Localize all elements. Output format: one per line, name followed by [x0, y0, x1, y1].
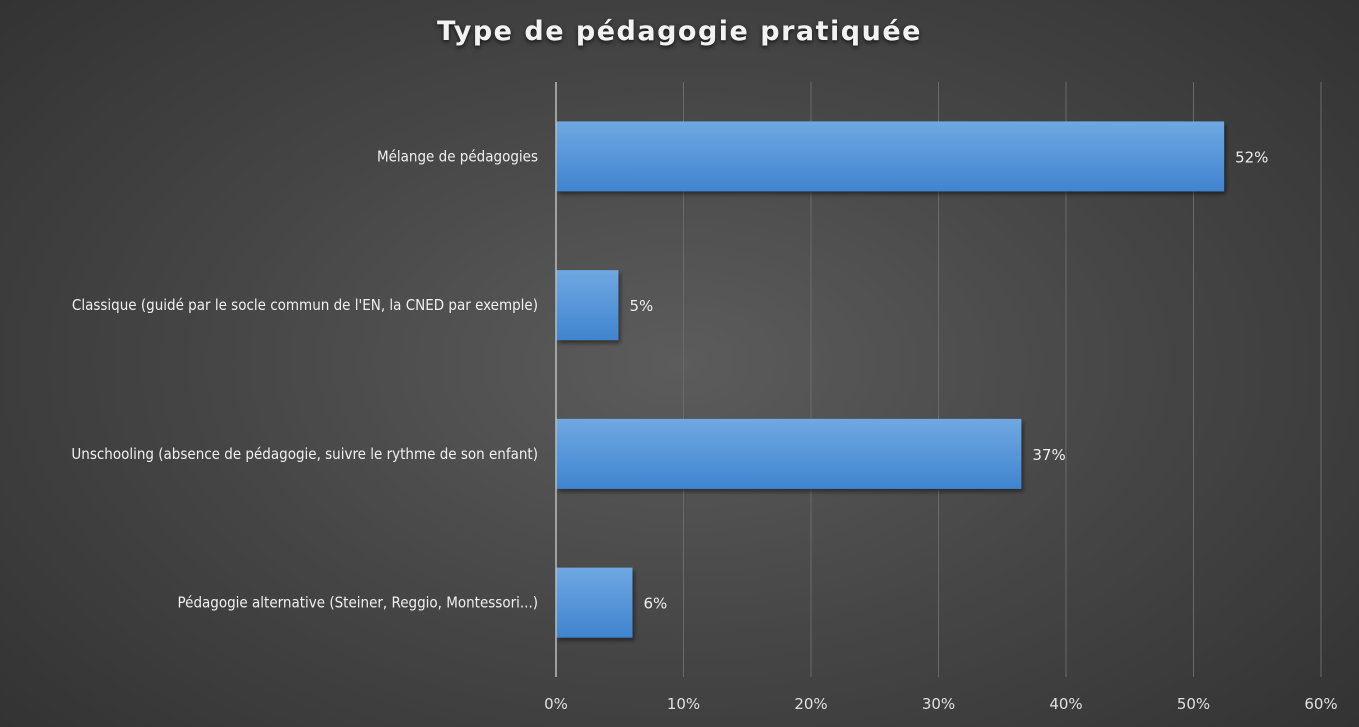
- bar-3: [556, 567, 633, 638]
- bars: [556, 121, 1225, 638]
- category-label-2: Unschooling (absence de pédagogie, suivr…: [71, 445, 538, 463]
- bar-2: [556, 418, 1022, 489]
- data-label-3: 6%: [644, 595, 668, 613]
- bar-0: [556, 121, 1225, 192]
- x-tick-label-30: 30%: [922, 695, 955, 713]
- labels: 0% 10% 20% 30% 40% 50% 60% Mélange de pédagogie…: [71, 147, 1337, 713]
- data-label-0: 52%: [1235, 148, 1268, 166]
- category-label-3: Pédagogie alternative (Steiner, Reggio, …: [178, 594, 538, 612]
- x-tick-label-10: 10%: [667, 695, 700, 713]
- x-tick-label-50: 50%: [1177, 695, 1210, 713]
- category-label-0: Mélange de pédagogies: [377, 147, 538, 165]
- x-tick-label-0: 0%: [544, 695, 568, 713]
- category-label-1: Classique (guidé par le socle commun de …: [72, 296, 538, 314]
- chart-title: Type de pédagogie pratiquée: [437, 16, 922, 47]
- data-label-1: 5%: [629, 297, 653, 315]
- x-tick-label-60: 60%: [1304, 695, 1337, 713]
- x-tick-label-20: 20%: [794, 695, 827, 713]
- bar-1: [556, 270, 619, 341]
- data-label-2: 37%: [1032, 446, 1065, 464]
- x-tick-label-40: 40%: [1049, 695, 1082, 713]
